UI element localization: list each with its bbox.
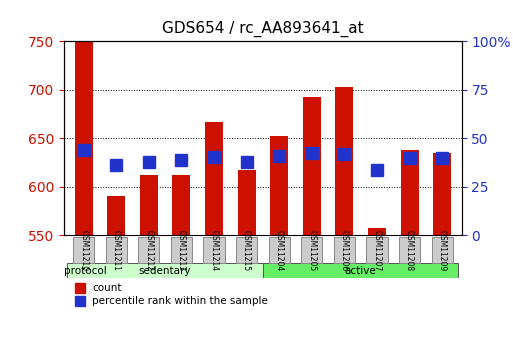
Text: GSM11210: GSM11210 (79, 230, 88, 271)
Bar (303, 97, 321, 235)
FancyBboxPatch shape (171, 237, 192, 263)
Text: GSM11213: GSM11213 (177, 230, 186, 271)
FancyBboxPatch shape (301, 237, 322, 263)
FancyBboxPatch shape (67, 263, 263, 278)
FancyBboxPatch shape (204, 237, 225, 263)
Bar (368, 228, 386, 235)
Text: GSM11204: GSM11204 (274, 230, 284, 271)
Text: protocol: protocol (64, 266, 107, 276)
FancyBboxPatch shape (399, 237, 420, 263)
FancyBboxPatch shape (334, 237, 355, 263)
Text: GSM11205: GSM11205 (307, 230, 317, 271)
FancyBboxPatch shape (269, 237, 290, 263)
Bar (238, 170, 255, 235)
Text: sedentary: sedentary (139, 266, 191, 276)
Bar (205, 122, 223, 235)
FancyBboxPatch shape (139, 237, 160, 263)
Bar (433, 153, 451, 235)
Bar (401, 150, 419, 235)
Text: GSM11214: GSM11214 (209, 230, 219, 271)
Text: GSM11215: GSM11215 (242, 230, 251, 271)
Bar (107, 196, 125, 235)
Text: GSM11208: GSM11208 (405, 230, 414, 271)
Text: GSM11212: GSM11212 (144, 230, 153, 271)
Text: GSM11206: GSM11206 (340, 230, 349, 271)
Bar (140, 175, 158, 235)
FancyBboxPatch shape (431, 237, 453, 263)
FancyBboxPatch shape (73, 237, 94, 263)
FancyBboxPatch shape (366, 237, 387, 263)
Text: count: count (92, 283, 122, 293)
Text: GSM11211: GSM11211 (112, 230, 121, 271)
Bar (172, 175, 190, 235)
Bar (75, 41, 93, 235)
Text: active: active (345, 266, 377, 276)
FancyBboxPatch shape (263, 263, 459, 278)
Title: GDS654 / rc_AA893641_at: GDS654 / rc_AA893641_at (162, 21, 364, 37)
Bar (270, 136, 288, 235)
FancyBboxPatch shape (106, 237, 127, 263)
Text: GSM11207: GSM11207 (372, 230, 382, 271)
Text: GSM11209: GSM11209 (438, 230, 447, 271)
Text: percentile rank within the sample: percentile rank within the sample (92, 296, 268, 306)
FancyBboxPatch shape (236, 237, 257, 263)
Bar (336, 87, 353, 235)
